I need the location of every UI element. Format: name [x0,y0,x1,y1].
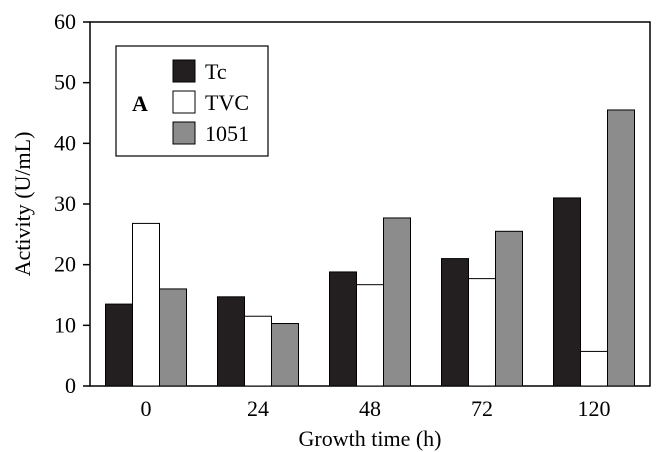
y-axis-title: Activity (U/mL) [10,132,35,277]
y-tick-label: 10 [54,312,76,337]
bar-tc [105,303,133,387]
x-tick-label: 0 [141,396,152,421]
y-tick-label: 50 [54,70,76,95]
x-tick-label: 48 [359,396,381,421]
panel-label: A [132,91,148,116]
x-tick-label: 120 [578,396,611,421]
legend-swatch [172,59,196,83]
bar-tvc [468,278,496,387]
y-tick-label: 40 [54,130,76,155]
bar-tc [553,197,581,387]
x-tick-label: 72 [471,396,493,421]
legend-swatch [172,90,196,114]
bar-tvc [580,350,608,387]
bar-tvc [356,284,384,387]
y-axis: 0 10 20 30 40 50 60 [54,9,90,398]
y-tick-label: 30 [54,191,76,216]
bar-1051 [159,288,187,387]
legend-label: TVC [205,90,249,115]
bar-1051 [607,109,635,387]
x-axis: 0 24 48 72 120 [141,396,611,421]
bar-tc [329,271,357,387]
bar-tvc [244,315,272,387]
legend-swatch [172,121,196,145]
bars [105,109,635,387]
y-tick-label: 60 [54,9,76,34]
x-tick-label: 24 [247,396,269,421]
bar-tc [217,296,245,387]
bar-tvc [132,222,160,387]
y-tick-label: 20 [54,252,76,277]
x-axis-title: Growth time (h) [299,426,442,451]
bar-tc [441,258,469,387]
bar-1051 [495,230,523,387]
bar-1051 [383,217,411,387]
legend-label: Tc [205,59,227,84]
legend: Tc TVC 1051 [115,45,269,157]
y-tick-label: 0 [65,373,76,398]
legend-label: 1051 [205,121,249,146]
bar-1051 [271,323,299,387]
